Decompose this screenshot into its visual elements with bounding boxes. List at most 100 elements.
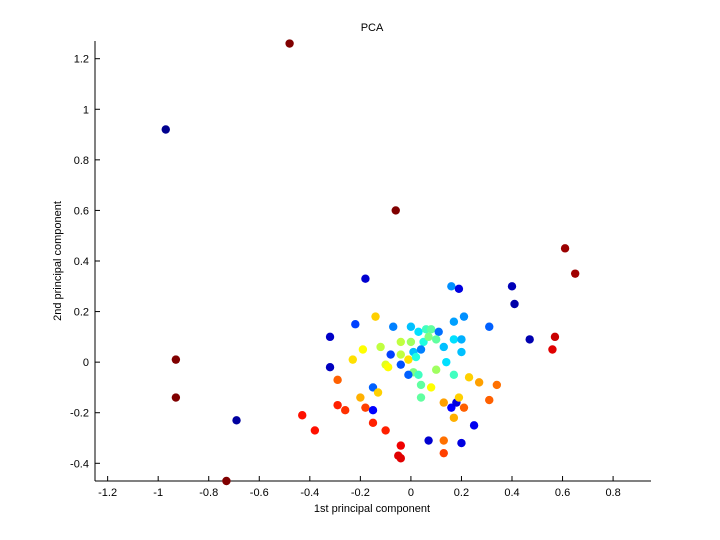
data-point [414,327,423,337]
data-point [391,206,400,215]
data-point [383,363,393,372]
data-point [325,363,335,372]
data-point [333,400,342,410]
data-point [406,337,416,347]
data-point [368,418,378,428]
data-point [404,355,413,364]
data-point [171,355,181,364]
y-tick-label: 1.2 [74,54,89,66]
data-point [161,125,170,134]
data-point [373,388,383,397]
data-point [381,426,390,435]
data-point [411,352,421,362]
data-point [386,350,395,359]
data-point [171,393,181,402]
y-tick-label: 0 [83,357,89,369]
x-tick-label: -1 [153,487,163,499]
data-point [404,370,413,379]
data-point [389,322,398,331]
data-point [457,438,466,448]
data-point [447,282,456,291]
data-point [361,274,370,283]
data-point [396,337,405,347]
data-point [351,320,360,329]
data-point [507,282,517,291]
data-point [525,335,534,344]
data-point [434,327,443,337]
scatter-points [161,39,580,486]
x-tick-label: 0.8 [605,487,620,499]
data-point [449,317,459,326]
data-point [454,284,464,294]
y-tick-label: 0.8 [74,155,89,167]
y-axis-label: 2nd principal component [52,201,64,321]
data-point [439,448,448,458]
data-point [298,411,307,420]
data-point [414,370,423,379]
data-point [560,244,570,253]
x-tick-label: -0.2 [351,487,370,499]
data-point [285,39,294,48]
data-point [416,345,426,354]
data-point [406,322,416,331]
x-tick-label: -0.4 [300,487,319,499]
data-point [356,393,365,402]
x-tick-label: 0.6 [555,487,570,499]
data-point [348,355,357,364]
y-tick-label: 0.2 [74,307,89,319]
y-tick-label: 0.4 [74,256,89,268]
data-point [439,398,448,407]
data-point [469,421,479,430]
data-point [459,312,469,321]
data-point [431,365,441,374]
data-point [454,393,464,402]
axis-ticks: -1.2 -1 -0.8 -0.6 -0.4 -0.2 0 0.2 0.4 0.6 0.8 -0.4 -… [70,54,621,499]
data-point [464,373,474,382]
data-point [492,380,502,390]
data-point [439,436,448,445]
data-point [396,454,405,463]
data-point [457,335,466,344]
data-point [368,405,378,415]
data-point [341,405,350,415]
data-point [449,335,459,344]
data-point [424,436,433,445]
data-point [376,342,385,352]
data-point [449,370,459,379]
data-point [459,403,469,412]
data-point [232,416,241,425]
y-tick-label: 1 [83,104,89,116]
data-point [310,426,320,435]
data-point [426,325,436,334]
data-point [510,299,519,309]
data-point [457,347,466,357]
data-point [396,360,405,369]
x-tick-label: 0 [408,487,414,499]
data-point [485,395,494,405]
data-point [548,345,557,354]
x-tick-label: -0.6 [250,487,269,499]
y-tick-label: 0.6 [74,205,89,217]
y-tick-label: -0.2 [70,408,89,420]
data-point [426,383,436,392]
data-point [424,332,433,342]
data-point [449,413,459,422]
data-point [396,441,405,450]
y-tick-label: -0.4 [70,458,89,470]
data-point [431,335,441,344]
data-point [361,403,370,412]
data-point [416,393,426,402]
data-point [358,345,368,354]
data-point [550,332,560,342]
x-tick-label: -0.8 [199,487,218,499]
data-point [439,342,448,352]
x-tick-label: 0.2 [454,487,469,499]
data-point [371,312,380,321]
data-point [325,332,335,342]
chart-title: PCA [361,22,384,34]
x-tick-label: 0.4 [504,487,519,499]
data-point [570,269,580,278]
data-point [396,350,405,359]
